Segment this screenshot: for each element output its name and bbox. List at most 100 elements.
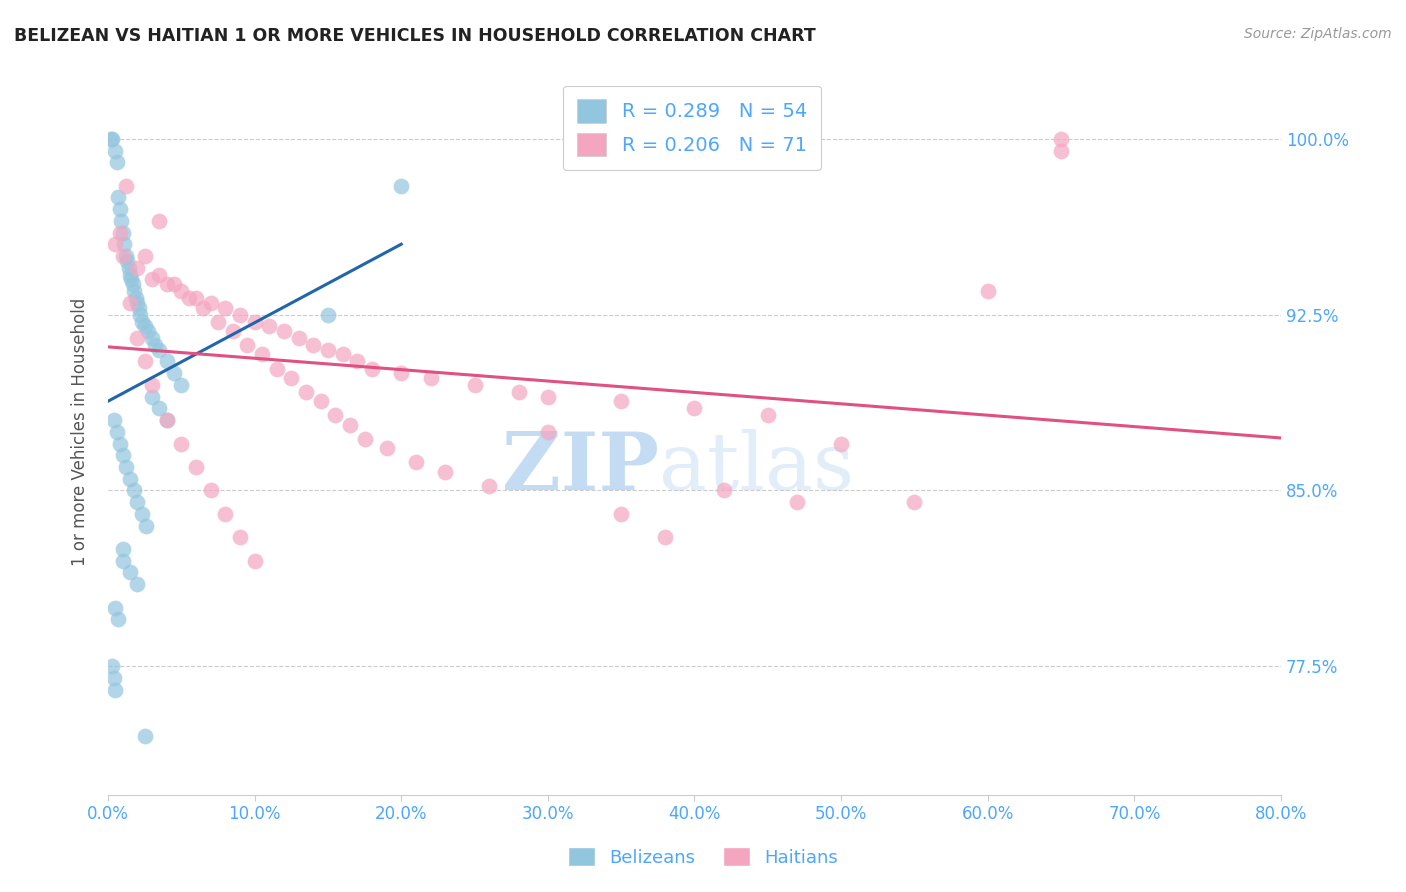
Point [124, 483, 146, 498]
Point [207, 315, 229, 329]
Point [100, 132, 122, 146]
Point [193, 301, 215, 315]
Point [101, 659, 124, 673]
Point [537, 425, 560, 439]
Legend: R = 0.289   N = 54, R = 0.206   N = 71: R = 0.289 N = 54, R = 0.206 N = 71 [564, 86, 821, 169]
Point [108, 436, 131, 450]
Point [118, 566, 141, 580]
Text: atlas: atlas [659, 429, 855, 508]
Point [683, 401, 706, 416]
Point [141, 272, 163, 286]
Point [610, 507, 633, 521]
Point [136, 324, 159, 338]
Point [214, 507, 236, 521]
Point [122, 277, 145, 292]
Point [103, 671, 125, 685]
Point [104, 144, 127, 158]
Point [713, 483, 735, 498]
Point [295, 384, 318, 399]
Point [332, 347, 354, 361]
Point [131, 315, 153, 329]
Point [353, 432, 375, 446]
Point [163, 277, 186, 292]
Point [361, 361, 384, 376]
Point [110, 214, 132, 228]
Point [309, 394, 332, 409]
Point [127, 331, 149, 345]
Point [316, 343, 339, 357]
Point [156, 413, 179, 427]
Point [214, 301, 236, 315]
Point [156, 354, 179, 368]
Point [654, 530, 676, 544]
Point [243, 315, 266, 329]
Point [105, 155, 128, 169]
Point [339, 417, 361, 432]
Point [830, 436, 852, 450]
Point [129, 308, 152, 322]
Point [108, 226, 131, 240]
Point [229, 530, 252, 544]
Point [148, 343, 170, 357]
Point [108, 202, 131, 216]
Point [389, 178, 412, 193]
Point [128, 301, 150, 315]
Point [141, 378, 163, 392]
Point [127, 495, 149, 509]
Point [977, 284, 1000, 298]
Point [200, 483, 222, 498]
Point [118, 472, 141, 486]
Point [405, 455, 427, 469]
Point [134, 354, 156, 368]
Point [156, 277, 179, 292]
Point [112, 237, 135, 252]
Point [148, 401, 170, 416]
Point [478, 479, 501, 493]
Point [434, 465, 457, 479]
Point [104, 682, 127, 697]
Text: ZIP: ZIP [502, 429, 659, 508]
Point [177, 291, 200, 305]
Point [131, 507, 153, 521]
Point [103, 413, 125, 427]
Point [141, 390, 163, 404]
Point [250, 347, 273, 361]
Point [114, 178, 136, 193]
Point [104, 237, 127, 252]
Point [346, 354, 368, 368]
Point [184, 459, 207, 474]
Point [134, 730, 156, 744]
Point [115, 253, 138, 268]
Point [111, 541, 134, 556]
Point [118, 268, 141, 282]
Point [111, 226, 134, 240]
Point [287, 331, 309, 345]
Point [266, 361, 288, 376]
Point [786, 495, 808, 509]
Point [243, 554, 266, 568]
Point [118, 296, 141, 310]
Point [221, 324, 243, 338]
Point [111, 554, 134, 568]
Point [236, 338, 259, 352]
Point [163, 366, 186, 380]
Point [134, 249, 156, 263]
Point [107, 612, 129, 626]
Point [903, 495, 925, 509]
Y-axis label: 1 or more Vehicles in Household: 1 or more Vehicles in Household [72, 298, 89, 566]
Point [259, 319, 281, 334]
Point [101, 132, 124, 146]
Point [229, 308, 252, 322]
Point [508, 384, 530, 399]
Point [273, 324, 295, 338]
Point [323, 409, 346, 423]
Point [117, 260, 139, 275]
Text: BELIZEAN VS HAITIAN 1 OR MORE VEHICLES IN HOUSEHOLD CORRELATION CHART: BELIZEAN VS HAITIAN 1 OR MORE VEHICLES I… [14, 27, 815, 45]
Point [302, 338, 325, 352]
Point [375, 441, 398, 455]
Point [104, 600, 127, 615]
Point [111, 249, 134, 263]
Point [537, 390, 560, 404]
Point [610, 394, 633, 409]
Point [141, 331, 163, 345]
